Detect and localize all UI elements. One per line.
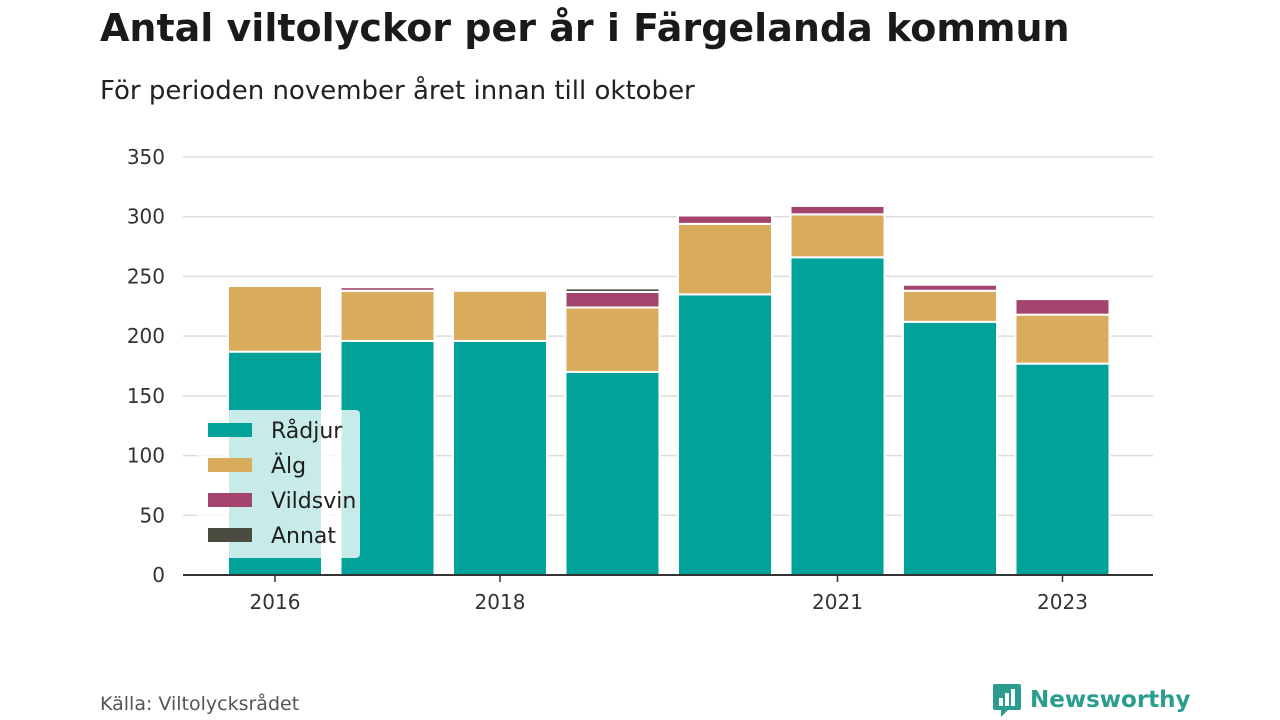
source-note: Källa: Viltolycksrådet [100,693,300,715]
y-tick-label: 150 [127,384,165,408]
bar-segment [564,290,661,309]
y-tick-label: 350 [127,145,165,169]
bar-segment [677,222,773,296]
legend-label: Rådjur [271,418,343,444]
bar-segment [564,287,661,293]
bar-segment [452,339,548,577]
brand-label: Newsworthy [1030,687,1191,713]
bar-segment [564,370,661,576]
bar-segment [902,283,998,292]
legend-swatch [208,423,252,437]
x-tick-label: 2021 [812,590,863,614]
x-tick-label: 2018 [475,590,526,614]
bar-segment [902,289,998,323]
newsworthy-icon [993,684,1021,717]
legend-swatch [208,528,252,542]
bar-segment [227,284,323,353]
legend-swatch [208,458,252,472]
x-tick-label: 2016 [250,590,301,614]
y-tick-label: 250 [127,264,165,288]
y-tick-label: 0 [152,563,165,587]
legend-label: Vildsvin [271,489,356,514]
x-tick-label: 2023 [1037,590,1088,614]
brand-logo[interactable]: Newsworthy [992,682,1191,718]
legend-label: Annat [271,524,336,549]
bar-segment [452,289,548,342]
bar-segment [1014,362,1111,576]
bars [227,204,1111,577]
bar-segment [789,256,886,576]
x-axis-ticks: 2016 2018 2021 2023 [250,575,1088,614]
bar-segment [339,286,436,292]
legend-label: Älg [271,453,306,479]
bar-segment [1014,313,1111,365]
y-tick-label: 200 [127,324,165,348]
bar-segment [902,320,998,576]
y-tick-label: 100 [127,444,165,468]
chart-title: Antal viltolyckor per år i Färgelanda ko… [100,6,1070,50]
bar-segment [789,204,886,216]
y-tick-label: 300 [127,205,165,229]
bar-segment [677,293,773,576]
bar-segment [1014,298,1111,316]
legend-swatch [208,493,252,507]
legend: Rådjur Älg Vildsvin Annat [197,410,360,558]
bar-segment [339,289,436,342]
bar-segment [677,214,773,225]
legend-box [197,410,360,558]
bar-segment [789,213,886,259]
bar-segment [564,306,661,373]
chart-subtitle: För perioden november året innan till ok… [100,76,695,106]
y-tick-label: 50 [140,503,165,527]
y-axis-ticks: 0 50 100 150 200 250 300 350 [127,145,165,587]
